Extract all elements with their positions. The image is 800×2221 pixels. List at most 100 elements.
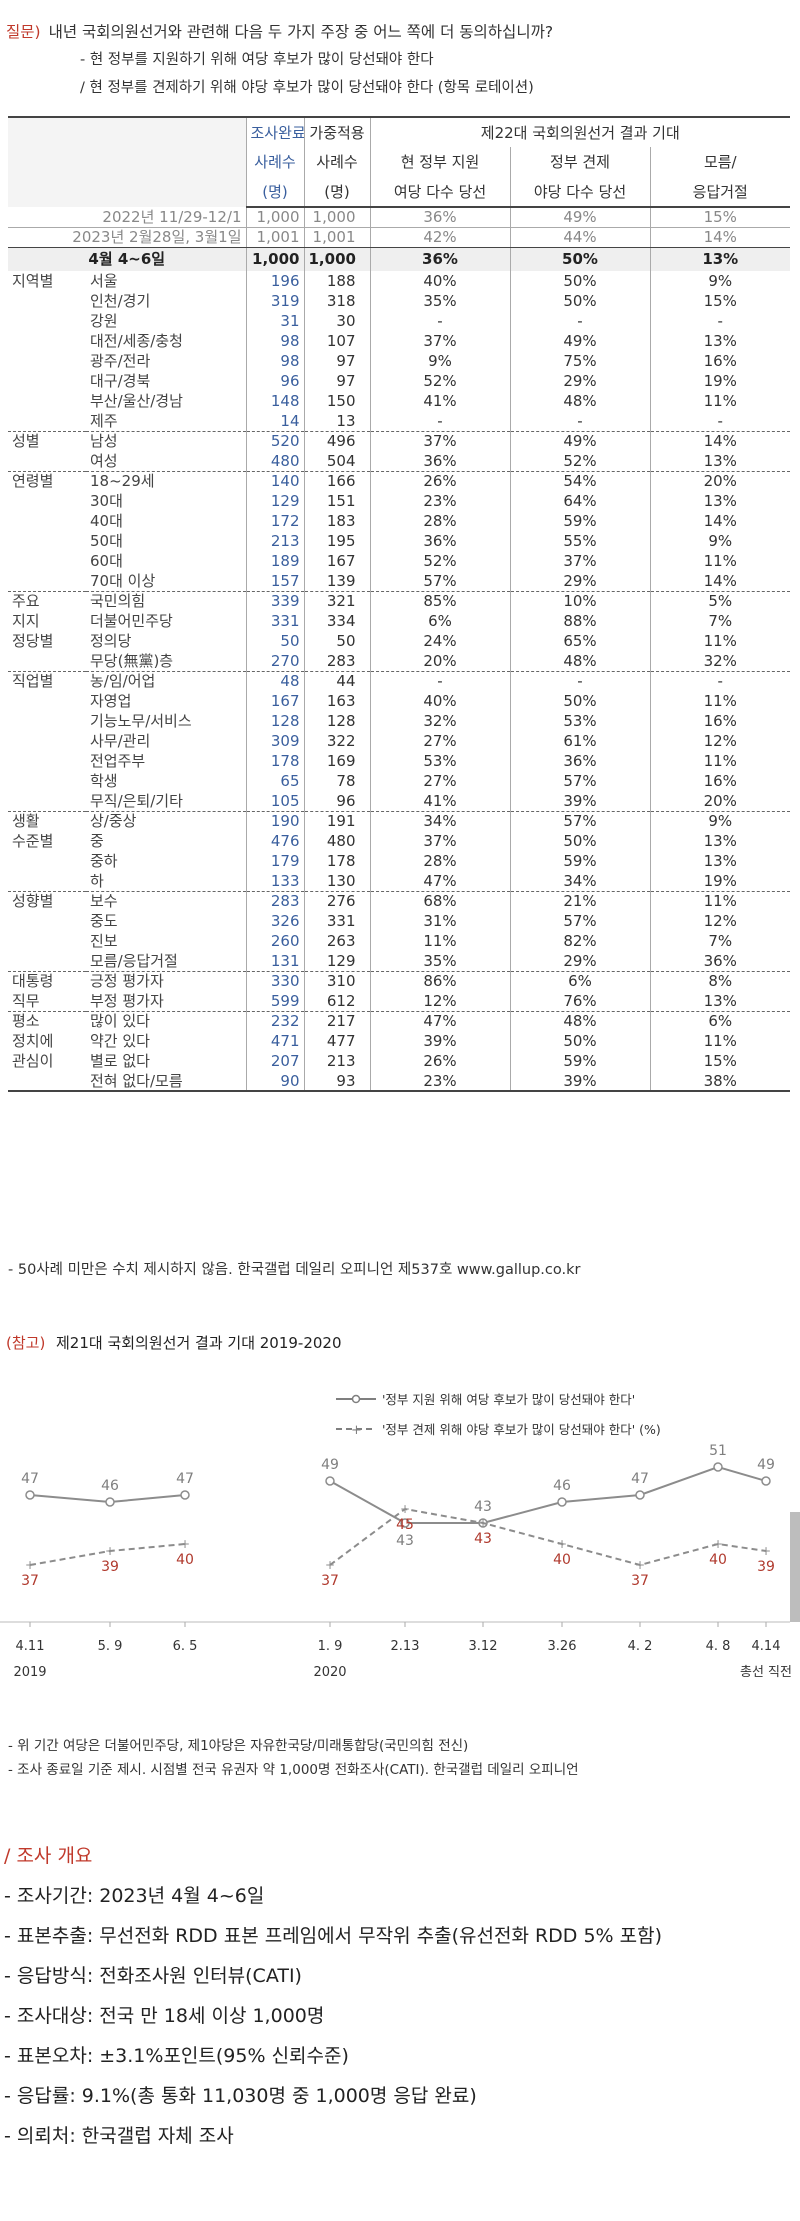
table-row: 70대 이상 157 139 57% 29% 14% (8, 571, 791, 591)
group-label (8, 311, 86, 331)
table-row: 대전/세종/충청 98 107 37% 49% 13% (8, 331, 791, 351)
pct-dont-know: 20% (649, 791, 791, 811)
header-dk-1: 모름/ (649, 147, 791, 177)
pct-gov-support: 26% (369, 470, 510, 491)
group-label (8, 851, 86, 871)
subgroup-label: 학생 (90, 772, 118, 790)
group-label (8, 571, 86, 591)
group-label: 지지 (12, 612, 40, 630)
point-marker-check: + (180, 1537, 190, 1551)
sample-completed: 167 (245, 691, 304, 711)
sample-weighted: 1,000 (303, 207, 370, 227)
point-marker-check: + (325, 1558, 335, 1572)
header-support-2: 여당 다수 당선 (369, 177, 510, 208)
group-label (8, 871, 86, 891)
data-label-support: 47 (176, 1471, 194, 1487)
pct-dont-know: 36% (649, 951, 791, 971)
data-label-support: 47 (21, 1471, 39, 1487)
data-label-support: 46 (553, 1478, 571, 1494)
pct-dont-know: - (649, 670, 791, 691)
subgroup-label: 하 (90, 871, 104, 890)
pct-dont-know: 11% (649, 890, 791, 911)
year-label: 2020 (313, 1665, 346, 1680)
question-text: 내년 국회의원선거와 관련해 다음 두 가지 주장 중 어느 쪽에 더 동의하십… (48, 23, 554, 41)
chart-title-prefix: (참고) (6, 1334, 45, 1352)
group-label (8, 651, 86, 671)
pct-gov-check: 50% (509, 691, 650, 711)
pct-gov-support: 40% (369, 271, 510, 291)
pct-gov-check: 54% (509, 470, 650, 491)
pct-gov-support: 52% (369, 371, 510, 391)
header-check-1: 정부 견제 (509, 147, 650, 177)
pct-dont-know: 19% (649, 871, 791, 891)
table-row: 진보 260 263 11% 82% 7% (8, 931, 791, 951)
sample-weighted: 1,000 (303, 247, 370, 271)
sample-weighted: 93 (303, 1071, 370, 1092)
period-label: 2022년 11/29-12/1 (102, 207, 242, 226)
subgroup-label: 40대 (90, 512, 123, 530)
group-label: 관심이 (12, 1052, 54, 1070)
data-label-support: 51 (709, 1443, 727, 1459)
pct-gov-check: 48% (509, 1010, 650, 1031)
pct-gov-check: 10% (509, 590, 650, 611)
chart-note-1: - 위 기간 여당은 더불어민주당, 제1야당은 자유한국당/미래통합당(국민의… (8, 1738, 469, 1754)
pct-gov-support: 47% (369, 1010, 510, 1031)
pct-gov-support: 36% (369, 207, 510, 227)
table-row: 전업주부 178 169 53% 36% 11% (8, 751, 791, 771)
pct-dont-know: 15% (649, 291, 791, 311)
header-group-title: 제22대 국회의원선거 결과 기대 (369, 116, 791, 147)
group-label: 성향별 (8, 890, 86, 911)
sample-weighted: 612 (303, 991, 370, 1011)
subgroup-label: 기능노무/서비스 (90, 712, 192, 730)
subgroup-label: 30대 (90, 492, 123, 510)
pct-gov-support: 85% (369, 590, 510, 611)
pct-gov-support: 36% (369, 531, 510, 551)
sample-completed: 309 (245, 731, 304, 751)
pct-gov-check: 29% (509, 951, 650, 971)
sample-weighted: 97 (303, 351, 370, 371)
table-row: 직무 부정 평가자 599 612 12% 76% 13% (8, 991, 791, 1011)
survey-overview: / 조사 개요 - 조사기간: 2023년 4월 4~6일 - 표본추출: 무선… (4, 1840, 662, 2152)
sample-weighted: 334 (303, 611, 370, 631)
table-row: 지지 더불어민주당 331 334 6% 88% 7% (8, 611, 791, 631)
sample-weighted: 30 (303, 311, 370, 331)
question-label: 질문) (6, 23, 41, 41)
sample-completed: 270 (245, 651, 304, 671)
sample-weighted: 166 (303, 470, 370, 491)
subgroup-label: 별로 없다 (90, 1052, 150, 1070)
sample-weighted: 167 (303, 551, 370, 571)
group-label (8, 491, 86, 511)
series-line-support (329, 1465, 767, 1524)
x-tick-label: 6. 5 (173, 1639, 198, 1654)
chart-scroll-strip (790, 1512, 800, 1622)
sample-weighted: 310 (303, 970, 370, 991)
sample-completed: 520 (245, 430, 304, 451)
header-weighted-3: (명) (303, 177, 370, 208)
sample-weighted: 129 (303, 951, 370, 971)
pct-gov-support: 26% (369, 1051, 510, 1071)
header-dk-2: 응답거절 (649, 177, 791, 208)
table-row: 2023년 2월28일, 3월1일 1,001 1,001 42% 44% 14% (8, 226, 791, 248)
pct-dont-know: 13% (649, 247, 791, 271)
pct-dont-know: 14% (649, 571, 791, 591)
sample-weighted: 1,001 (303, 226, 370, 248)
subgroup-label: 사무/관리 (90, 732, 151, 750)
pct-gov-check: 61% (509, 731, 650, 751)
sample-weighted: 188 (303, 271, 370, 291)
sample-completed: 179 (245, 851, 304, 871)
subgroup-label: 무당(無黨)층 (90, 651, 174, 670)
group-label: 수준별 (12, 832, 54, 850)
subgroup-label: 광주/전라 (90, 352, 151, 370)
table-row: 인천/경기 319 318 35% 50% 15% (8, 291, 791, 311)
table-row: 중하 179 178 28% 59% 13% (8, 851, 791, 871)
sample-completed: 31 (245, 311, 304, 331)
pct-gov-support: 53% (369, 751, 510, 771)
group-label (8, 691, 86, 711)
pct-gov-support: 20% (369, 651, 510, 671)
pct-gov-check: 29% (509, 571, 650, 591)
sample-completed: 172 (245, 511, 304, 531)
subgroup-label: 무직/은퇴/기타 (90, 791, 183, 810)
pct-gov-check: 37% (509, 551, 650, 571)
pct-dont-know: 14% (649, 511, 791, 531)
data-label-check: 37 (321, 1573, 339, 1589)
